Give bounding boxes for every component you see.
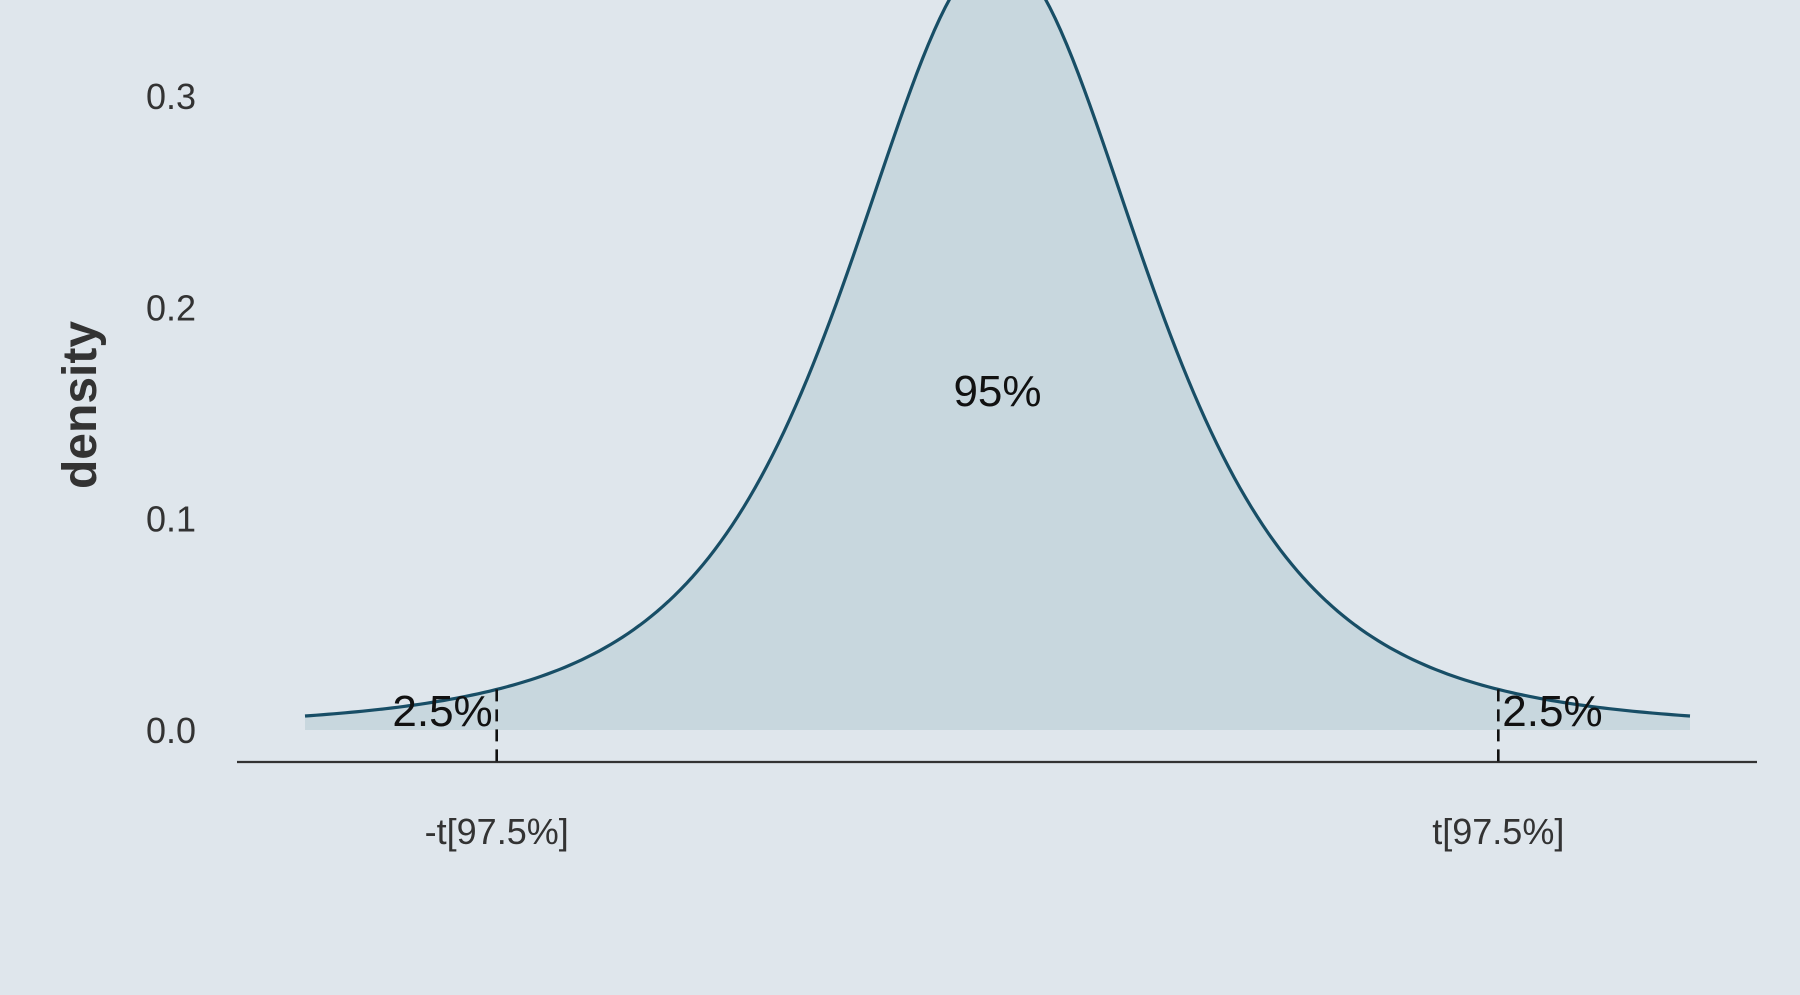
y-tick-labels: 0.0 0.1 0.2 0.3 [146,76,196,751]
x-tick-labels: -t[97.5%] t[97.5%] [425,811,1565,852]
y-tick-label: 0.1 [146,499,196,540]
x-tick-label: t[97.5%] [1432,811,1564,852]
critical-value-lines [495,689,1500,762]
region-annotation: 2.5% [1502,687,1602,736]
region-annotation: 2.5% [392,687,492,736]
region-annotations: 2.5% 95% 2.5% [392,367,1602,736]
y-tick-label: 0.0 [146,710,196,751]
density-curve [304,0,1691,718]
density-area [305,0,1690,730]
y-tick-label: 0.3 [146,76,196,117]
y-tick-label: 0.2 [146,287,196,328]
x-tick-label: -t[97.5%] [425,811,569,852]
region-annotation: 95% [953,367,1041,416]
y-axis-label: density [54,321,107,489]
